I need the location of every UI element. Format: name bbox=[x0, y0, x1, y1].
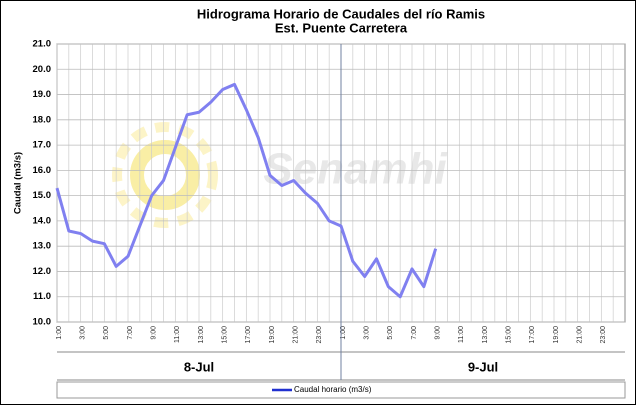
y-tick-label: 12.0 bbox=[33, 266, 52, 277]
day-label: 8-Jul bbox=[184, 359, 214, 374]
x-tick-label: 21:00 bbox=[577, 326, 584, 344]
x-tick-label: 11:00 bbox=[174, 326, 181, 343]
x-tick-label: 13:00 bbox=[482, 326, 489, 344]
x-tick-label: 5:00 bbox=[103, 326, 110, 340]
y-tick-label: 17.0 bbox=[33, 140, 52, 151]
x-tick-label: 11:00 bbox=[458, 326, 465, 343]
legend-box bbox=[56, 381, 626, 399]
x-tick-label: 19:00 bbox=[553, 326, 560, 344]
y-tick-label: 13.0 bbox=[33, 241, 52, 252]
x-tick-label: 13:00 bbox=[198, 326, 205, 344]
x-tick-label: 9:00 bbox=[435, 326, 442, 340]
x-tick-label: 15:00 bbox=[506, 326, 513, 344]
chart-subtitle: Est. Puente Carretera bbox=[275, 20, 408, 35]
x-tick-label: 7:00 bbox=[411, 326, 418, 340]
x-tick-label: 5:00 bbox=[387, 326, 394, 340]
data-line bbox=[55, 82, 438, 299]
x-tick-label: 3:00 bbox=[364, 326, 371, 340]
legend-label: Caudal horario (m3/s) bbox=[294, 385, 372, 394]
day-label: 9-Jul bbox=[468, 359, 498, 374]
y-tick-label: 18.0 bbox=[33, 114, 52, 125]
x-tick-label: 19:00 bbox=[269, 326, 276, 344]
x-tick-label: 15:00 bbox=[222, 326, 229, 344]
x-tick-label: 3:00 bbox=[80, 326, 87, 340]
y-tick-label: 14.0 bbox=[33, 215, 52, 226]
x-tick-label: 1:00 bbox=[340, 326, 347, 340]
chart-title: Hidrograma Horario de Caudales del río R… bbox=[197, 6, 485, 21]
x-tick-label: 17:00 bbox=[245, 326, 252, 344]
x-tick-label: 1:00 bbox=[56, 326, 63, 340]
x-tick-label: 7:00 bbox=[127, 326, 134, 340]
x-tick-label: 9:00 bbox=[151, 326, 158, 340]
y-tick-label: 10.0 bbox=[33, 317, 52, 328]
watermark: Senamhi bbox=[263, 145, 447, 194]
y-axis-label: Caudal (m3/s) bbox=[13, 152, 24, 214]
x-tick-label: 21:00 bbox=[293, 326, 300, 344]
logo bbox=[112, 122, 218, 228]
x-tick-label: 23:00 bbox=[600, 326, 607, 344]
y-tick-label: 15.0 bbox=[33, 190, 52, 201]
x-tick-label: 17:00 bbox=[529, 326, 536, 344]
y-tick-label: 11.0 bbox=[33, 291, 51, 302]
x-tick-label: 23:00 bbox=[316, 326, 323, 344]
y-tick-label: 20.0 bbox=[33, 64, 52, 75]
y-tick-label: 19.0 bbox=[33, 89, 52, 100]
y-tick-label: 16.0 bbox=[33, 165, 52, 176]
y-tick-label: 21.0 bbox=[33, 39, 52, 50]
